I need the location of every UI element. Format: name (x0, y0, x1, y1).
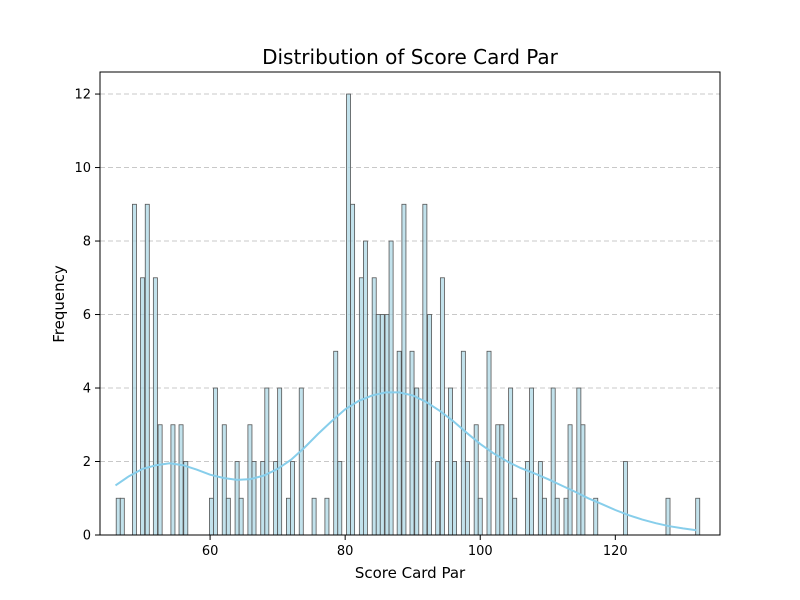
histogram-bar (448, 387, 453, 536)
histogram-bar (580, 424, 586, 536)
histogram-bar (388, 240, 394, 536)
histogram-bar (260, 461, 266, 536)
histogram-bar (170, 424, 176, 536)
y-axis-ticks: 0 2 4 6 8 10 12 (74, 88, 100, 544)
histogram-bar (512, 497, 518, 536)
histogram-bar (298, 387, 304, 536)
y-tick-label: 6 (83, 308, 91, 323)
histogram-bar (115, 497, 121, 536)
histogram-bar (324, 497, 330, 536)
y-axis-label: Frequency (50, 265, 68, 343)
chart-title: Distribution of Score Card Par (262, 45, 559, 69)
histogram-bar (140, 277, 145, 536)
histogram-bar (563, 497, 569, 536)
histogram-bar (384, 314, 390, 536)
histogram-bar (499, 424, 505, 536)
histogram-bar (358, 277, 364, 536)
histogram-bar (435, 461, 441, 536)
x-axis-ticks: 60 80 100 120 (202, 535, 628, 559)
histogram-bar (460, 350, 466, 536)
histogram-bar (290, 461, 295, 536)
histogram-bar (427, 314, 433, 536)
histogram-bar (183, 461, 189, 536)
histogram-bar (144, 203, 150, 536)
histogram-bar (414, 387, 420, 536)
histogram-bar (396, 350, 402, 536)
x-tick-label: 100 (468, 544, 493, 559)
x-tick-label: 120 (603, 544, 628, 559)
histogram-bar (464, 461, 470, 536)
histogram-bar (277, 387, 283, 536)
x-axis-label: Score Card Par (355, 564, 466, 582)
histogram-bar (422, 203, 428, 536)
y-tick-label: 0 (83, 529, 91, 544)
histogram-bar (251, 461, 257, 536)
histogram-bar (477, 497, 483, 536)
histogram-bar (132, 203, 137, 536)
histogram-bar (379, 314, 385, 536)
histogram-bar (529, 387, 534, 536)
histogram-bar (152, 277, 158, 536)
y-tick-label: 4 (83, 382, 91, 397)
y-tick-label: 12 (74, 88, 91, 103)
histogram-bar (346, 93, 351, 536)
histogram-bar (567, 424, 573, 536)
histogram-bar (157, 424, 163, 536)
histogram-bar (350, 203, 356, 536)
histogram-bar (401, 203, 407, 536)
histogram-bar (537, 461, 543, 536)
x-tick-label: 80 (337, 544, 354, 559)
histogram-bar (593, 497, 599, 536)
histogram-bar (333, 350, 339, 536)
y-tick-label: 10 (74, 161, 91, 176)
histogram-bar (554, 497, 560, 536)
histogram-bar (550, 387, 556, 536)
histogram-bar (409, 350, 415, 536)
histogram-bar (119, 497, 125, 536)
x-tick-label: 60 (202, 544, 219, 559)
histogram-bar (264, 387, 270, 536)
histogram-bar (178, 424, 184, 536)
histogram-bar (221, 424, 227, 536)
y-tick-label: 8 (83, 235, 91, 250)
plot-area-frame (99, 71, 721, 536)
histogram-bar (452, 461, 458, 536)
histogram-bar (525, 461, 530, 536)
histogram-bar (286, 497, 291, 536)
histogram-bar (225, 497, 231, 536)
histogram-bar (623, 461, 628, 536)
histogram-bar (238, 497, 244, 536)
histogram-bar (495, 424, 501, 536)
histogram-bar (234, 461, 240, 536)
histogram-bar (311, 497, 317, 536)
y-tick-label: 2 (83, 455, 91, 470)
histogram-bar (576, 387, 582, 536)
histogram-bar (665, 497, 671, 536)
histogram-bar (209, 497, 214, 536)
histogram-bar (337, 461, 343, 536)
histogram-bar (439, 277, 445, 536)
kde-curve (114, 391, 697, 532)
gridlines (100, 93, 720, 463)
histogram-bar (486, 350, 492, 536)
histogram-bar (273, 461, 279, 536)
histogram-bar (541, 497, 547, 536)
histogram-bar (375, 314, 381, 536)
histogram-bar (213, 387, 218, 536)
histogram-bar (371, 277, 377, 536)
histogram-bar (362, 240, 368, 536)
